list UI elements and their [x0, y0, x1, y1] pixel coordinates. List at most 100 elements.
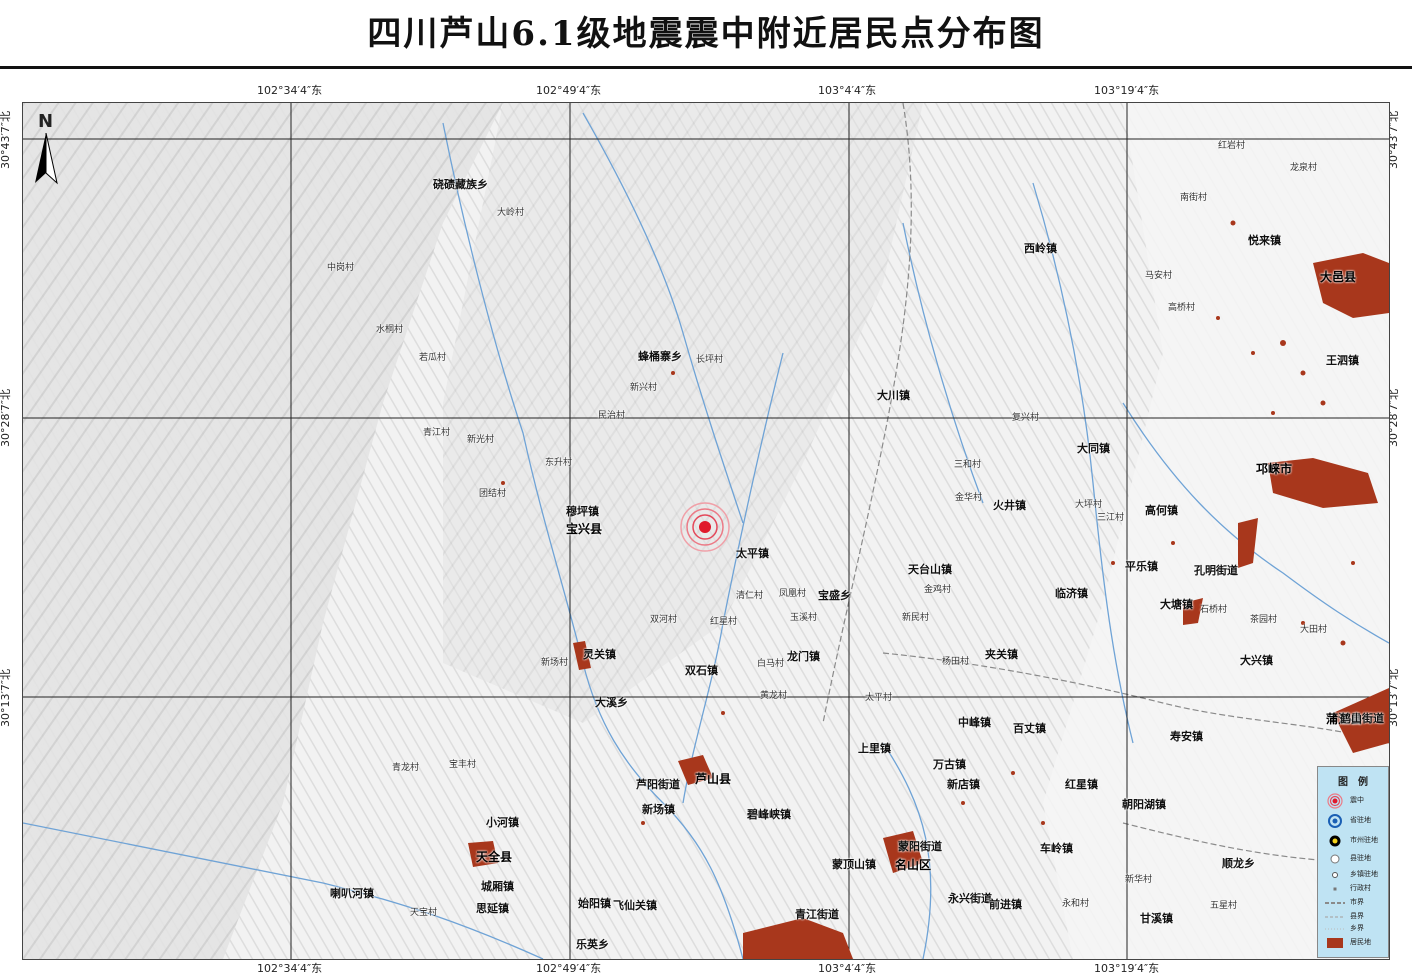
place-town-xinchang: 新场镇 [642, 803, 675, 816]
settlement-dots [501, 220, 1355, 825]
river-baoxing [442, 122, 744, 959]
settlement-dot [1340, 640, 1346, 646]
place-village: 红星村 [710, 617, 738, 627]
legend-title: 图 例 [1338, 777, 1368, 788]
lon-label-top-1: 102°34′4″东 [257, 84, 323, 97]
place-town-qiaoqi: 硗碛藏族乡 [433, 178, 488, 191]
legend-label: 行政村 [1350, 884, 1371, 892]
place-village: 南街村 [1180, 193, 1208, 203]
legend-label: 市州驻地 [1350, 836, 1378, 844]
place-town-heshan: 鹤山街道 [1340, 712, 1384, 725]
legend-item-province: 省驻地 [1322, 813, 1386, 829]
title-underline [0, 66, 1412, 69]
settlement-dot [1216, 316, 1220, 320]
place-village: 清仁村 [736, 591, 764, 601]
place-town-longmen: 龙门镇 [787, 650, 820, 663]
legend-label: 省驻地 [1350, 816, 1371, 824]
legend-epicenter-ring-inner [1329, 795, 1341, 807]
lon-label-top-2: 102°49′4″东 [536, 84, 602, 97]
epicenter-ring [680, 502, 730, 552]
settlement-gaohe [1183, 598, 1203, 625]
place-village: 新兴村 [630, 383, 658, 393]
place-town-kongming: 孔明街道 [1194, 564, 1238, 577]
legend-item-township-boundary: 乡界 [1322, 921, 1386, 937]
legend-item-epicenter: 震中 [1322, 793, 1386, 809]
lon-label-top-3: 103°4′4″东 [818, 84, 877, 97]
legend-label: 居民地 [1350, 938, 1371, 946]
place-village: 天宝村 [410, 908, 438, 918]
lon-label-bottom-4: 103°19′4″东 [1094, 962, 1160, 975]
legend-label: 乡界 [1350, 924, 1364, 932]
river-mid [902, 222, 984, 504]
place-village: 青龙村 [392, 763, 420, 773]
place-village: 白马村 [757, 659, 785, 669]
place-village: 黄龙村 [760, 691, 788, 701]
legend-item-county: 县驻地 [1322, 851, 1386, 867]
place-town-linji: 临济镇 [1055, 587, 1088, 600]
place-village: 五星村 [1210, 901, 1238, 911]
legend-township-symbol [1332, 872, 1338, 878]
settlement-dot [641, 821, 645, 825]
place-town-shouan: 寿安镇 [1170, 730, 1203, 743]
place-town-daxi: 大溪乡 [595, 696, 628, 709]
legend-epicenter-ring [1327, 793, 1343, 809]
place-county-dayi: 大邑县 [1320, 270, 1357, 284]
legend-label: 县界 [1350, 912, 1364, 920]
legend-label: 县驻地 [1350, 854, 1371, 862]
place-town-taiping: 太平镇 [736, 547, 769, 560]
place-county-mingshan: 名山区 [895, 858, 932, 872]
place-town-qingjiang: 青江街道 [795, 908, 839, 921]
place-town-dachuan: 大川镇 [877, 389, 910, 402]
settlement-dot [961, 801, 965, 805]
place-village: 太平村 [865, 693, 893, 703]
place-town-ganxi: 甘溪镇 [1140, 912, 1173, 925]
settlement-dot [1320, 400, 1326, 406]
place-village: 杨田村 [942, 657, 970, 667]
north-arrow-right-half [45, 133, 58, 185]
place-town-chaoyanghu: 朝阳湖镇 [1122, 798, 1166, 811]
place-town-shuangshi: 双石镇 [685, 664, 718, 677]
city-boundary-icon [1325, 902, 1345, 904]
settlement-dot [721, 711, 725, 715]
place-village: 永和村 [1062, 899, 1090, 909]
river-mingshan [882, 742, 932, 959]
place-county-lushan: 芦山县 [695, 772, 732, 786]
epicenter-core [699, 521, 711, 533]
legend-label: 乡镇驻地 [1350, 870, 1378, 878]
epicenter-icon [680, 502, 730, 552]
settlement-dot [1011, 771, 1015, 775]
legend-epicenter-core [1332, 798, 1338, 804]
settlement-dot [1041, 821, 1045, 825]
place-village: 金鸡村 [924, 585, 952, 595]
place-town-tiantaishan: 天台山镇 [908, 563, 952, 576]
river-east [1122, 402, 1389, 644]
map-title: 四川芦山6.1级地震震中附近居民点分布图 [367, 14, 1045, 54]
boundary-city-1 [882, 652, 1389, 744]
lat-label-left-1: 30°43′7″北 [0, 110, 13, 170]
north-arrow-shape [35, 133, 58, 185]
place-village: 若瓜村 [419, 353, 447, 363]
lat-label-left-2: 30°28′7″北 [0, 388, 13, 448]
place-village: 石桥村 [1200, 605, 1228, 615]
settlements [468, 253, 1389, 959]
north-label: N [38, 111, 54, 132]
legend-province-outer [1328, 814, 1342, 828]
legend-item-village: 行政村 [1322, 881, 1386, 897]
epicenter-icon [1327, 793, 1343, 809]
city-seat-icon [1329, 835, 1341, 847]
legend-item-city-boundary: 市界 [1322, 895, 1386, 911]
lon-label-bottom-3: 103°4′4″东 [818, 962, 877, 975]
place-county-qionglai: 邛崃市 [1256, 462, 1293, 476]
place-village: 三和村 [954, 460, 982, 470]
legend-label: 市界 [1350, 898, 1364, 906]
map-frame[interactable] [22, 102, 1390, 960]
place-village: 水桐村 [376, 325, 404, 335]
place-town-chengxiang: 城厢镇 [481, 880, 514, 893]
place-town-wangu: 万古镇 [933, 758, 966, 771]
legend-city-inner [1332, 838, 1338, 844]
legend-item-township: 乡镇驻地 [1322, 867, 1386, 883]
place-town-datong: 大同镇 [1077, 442, 1110, 455]
place-town-baosheng: 宝盛乡 [818, 589, 851, 602]
place-town-fengtongzhai: 蜂桶寨乡 [638, 350, 682, 363]
place-village: 龙泉村 [1290, 163, 1318, 173]
